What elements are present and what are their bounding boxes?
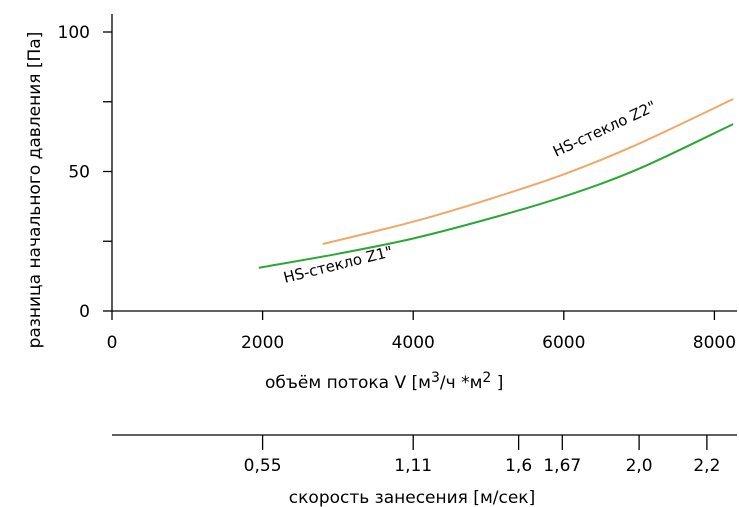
secondary-tick-label: 2,0 <box>626 456 653 476</box>
x-axis-title-sup2: 2 <box>482 370 491 386</box>
y-tick-label: 0 <box>79 302 90 322</box>
secondary-axis-title: скорость занесения [м/сек] <box>289 488 535 507</box>
secondary-tick-label: 1,67 <box>543 456 581 476</box>
x-axis-title-sup1: 3 <box>431 370 440 386</box>
series-line-z1 <box>258 123 734 269</box>
secondary-tick-label: 1,6 <box>505 456 532 476</box>
y-tick-label: 100 <box>58 23 90 43</box>
series-line-z2 <box>322 98 734 245</box>
x-tick-label: 4000 <box>392 333 435 353</box>
x-tick-label: 0 <box>107 333 118 353</box>
y-axis-ticks: 0 50 100 <box>58 23 112 322</box>
secondary-tick-label: 0,55 <box>244 456 282 476</box>
secondary-tick-label: 1,11 <box>394 456 432 476</box>
series-label-z2: HS-стекло Z2" <box>550 97 659 161</box>
y-axis-title: разница начального давления [Па] <box>25 32 45 349</box>
x-axis-title-mid: /ч *м <box>440 373 483 393</box>
x-axis-title-prefix: объём потока V [м <box>265 373 431 393</box>
y-tick-label: 50 <box>68 163 90 183</box>
series-label-z1: HS-стекло Z1" <box>282 242 395 287</box>
x-axis-title: объём потока V [м3/ч *м2 ] <box>265 370 503 393</box>
x-axis-title-suffix: ] <box>491 373 503 393</box>
x-tick-label: 2000 <box>241 333 284 353</box>
x-tick-label: 8000 <box>693 333 736 353</box>
x-axis-ticks: 0 2000 4000 6000 8000 <box>107 311 736 353</box>
secondary-tick-label: 2,2 <box>693 456 720 476</box>
secondary-axis-ticks: 0,55 1,11 1,6 1,67 2,0 2,2 <box>244 435 720 476</box>
x-tick-label: 6000 <box>542 333 585 353</box>
